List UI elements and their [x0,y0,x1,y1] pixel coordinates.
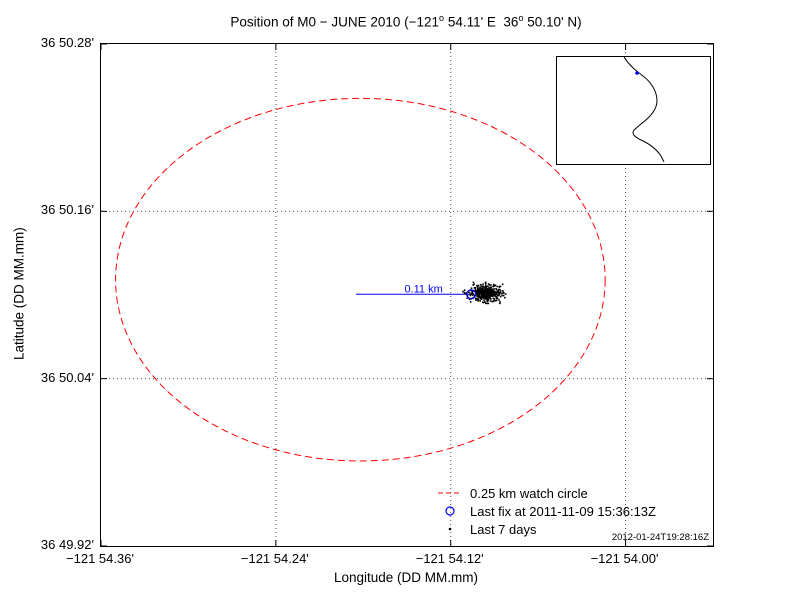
degree-symbol: o [439,13,445,23]
legend-label-last-fix: Last fix at 2011-11-09 15:36:13Z [470,503,656,519]
inset-position-marker [635,71,639,75]
title-text-suffix: 50.10' N) [523,14,582,30]
legend: 0.25 km watch circle Last fix at 2011-11… [437,484,656,538]
x-axis-label: Longitude (DD MM.mm) [333,570,479,585]
legend-item-last-7-days: Last 7 days [437,520,656,538]
inset-map [556,56,711,165]
x-tick-label: −121 54.24' [240,551,309,566]
title-text-mid: 54.11' E 36 [444,14,519,30]
y-tick-label: 36 50.16' [40,202,94,218]
plot-timestamp: 2012-01-24T19:28:16Z [611,532,709,543]
dot-marker-icon [448,527,452,531]
legend-label-last-7-days: Last 7 days [470,521,537,537]
circle-marker-icon [445,506,455,516]
x-tick-label: −121 54.12' [415,551,484,566]
legend-item-watch-circle: 0.25 km watch circle [437,484,656,502]
plot-svg: 0.11 km [101,44,713,546]
y-axis-label: Latitude (DD MM.mm) [11,227,27,361]
legend-item-last-fix: Last fix at 2011-11-09 15:36:13Z [437,502,656,520]
plot-area: 0.11 km 0.25 km watch circle Last fix at… [100,43,714,547]
x-tick-label: −121 54.00' [590,551,659,566]
legend-label-watch-circle: 0.25 km watch circle [470,485,588,501]
x-tick-label: −121 54.36' [66,551,134,566]
degree-symbol: o [518,13,524,23]
title-text-prefix: Position of M0 − JUNE 2010 (−121 [230,14,440,30]
y-tick-label: 36 50.04' [40,369,94,385]
inset-map-svg [623,56,665,163]
coastline-path [623,56,665,163]
svg-text:0.11 km: 0.11 km [404,283,442,295]
y-tick-label: 36 50.28' [40,35,94,50]
y-tick-label: 36 49.92' [40,537,94,552]
dashed-line-icon [438,492,462,494]
page-title: Position of M0 − JUNE 2010 (−121o 54.11'… [100,13,712,30]
